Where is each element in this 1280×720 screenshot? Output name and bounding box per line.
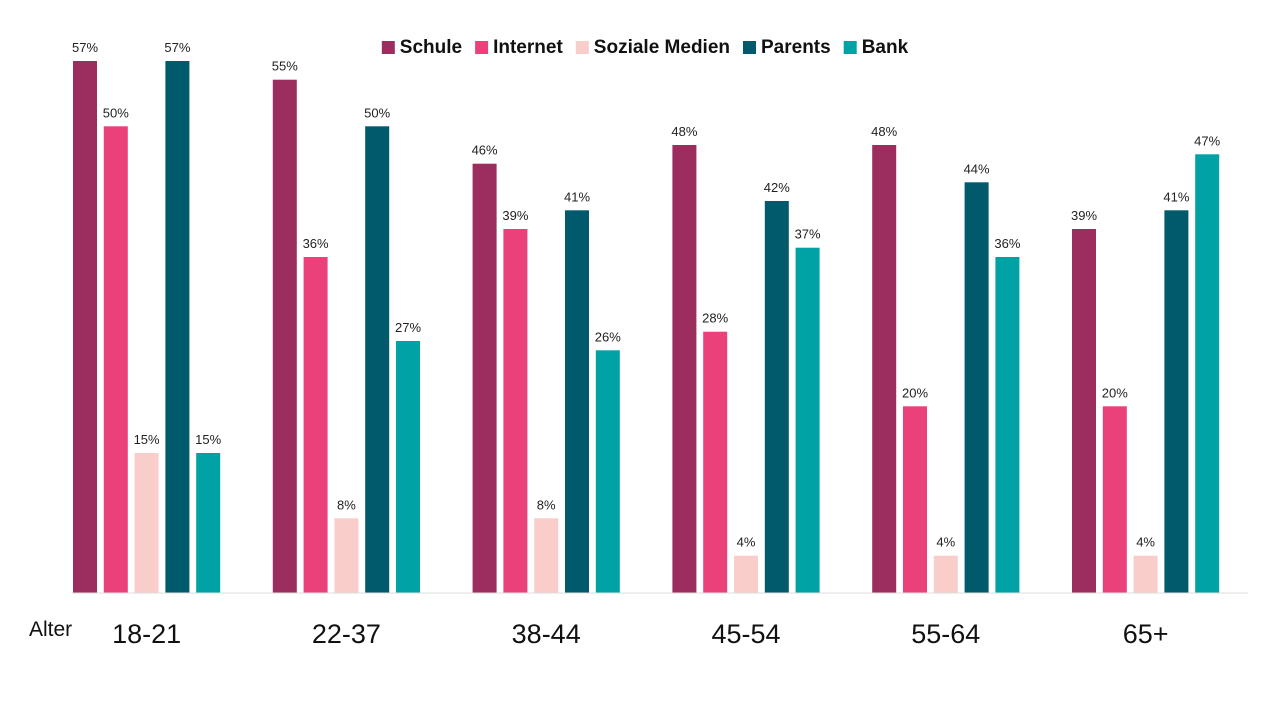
legend-swatch-internet: [475, 41, 489, 54]
bar-schule-55-64: [872, 145, 897, 593]
category-labels: 18-21 22-37 38-44 45-54 55-64 65+: [112, 619, 1168, 649]
data-label-internet-65+: 20%: [1102, 385, 1128, 400]
bar-bank-18-21: [196, 453, 221, 593]
legend-item-schule: Schule: [381, 37, 462, 58]
bar-internet-18-21: [103, 126, 128, 594]
legend-label-schule: Schule: [400, 37, 462, 58]
bar-internet-38-44: [503, 229, 528, 593]
data-label-parents-45-54: 42%: [764, 180, 790, 195]
data-label-bank-22-37: 27%: [395, 320, 421, 335]
category-label-18-21: 18-21: [112, 619, 181, 649]
data-label-parents-65+: 41%: [1163, 189, 1189, 204]
data-label-schule-65+: 39%: [1071, 208, 1097, 223]
bar-soziale-medien-55-64: [933, 555, 958, 593]
category-label-45-54: 45-54: [711, 619, 780, 649]
data-label-soziale-medien-55-64: 4%: [936, 535, 955, 550]
bar-schule-22-37: [272, 79, 297, 593]
bar-parents-38-44: [565, 210, 589, 594]
bar-internet-22-37: [303, 257, 328, 593]
legend-label-internet: Internet: [493, 37, 563, 58]
data-label-schule-22-37: 55%: [272, 59, 298, 74]
legend-swatch-soziale-medien: [575, 41, 589, 54]
bar-soziale-medien-18-21: [134, 453, 159, 593]
legend-item-soziale-medien: Soziale Medien: [575, 37, 730, 58]
bar-schule-45-54: [672, 145, 697, 593]
bar-internet-45-54: [703, 331, 728, 593]
bar-internet-55-64: [903, 406, 927, 593]
bars: [73, 61, 1220, 594]
legend-swatch-schule: [381, 41, 395, 54]
data-label-parents-55-64: 44%: [964, 161, 990, 176]
category-label-38-44: 38-44: [512, 619, 581, 649]
category-label-22-37: 22-37: [312, 619, 381, 649]
data-label-schule-18-21: 57%: [72, 40, 98, 55]
bar-schule-65+: [1072, 229, 1096, 593]
bar-soziale-medien-22-37: [334, 518, 359, 593]
category-label-65+: 65+: [1123, 619, 1169, 649]
bar-bank-22-37: [396, 341, 420, 593]
bar-schule-18-21: [73, 61, 97, 593]
bar-internet-65+: [1102, 406, 1127, 593]
data-label-soziale-medien-22-37: 8%: [337, 497, 356, 512]
value-labels: 57% 50% 15% 57% 15% 55% 36% 8% 50% 27% 46% 39% 8% 41%…: [72, 40, 1221, 550]
bar-soziale-medien-45-54: [734, 555, 758, 593]
legend-label-parents: Parents: [761, 37, 831, 58]
legend-item-internet: Internet: [475, 37, 563, 58]
legend-item-parents: Parents: [743, 37, 831, 58]
legend-label-bank: Bank: [862, 37, 909, 58]
legend: Schule Internet Soziale Medien Parents Bank: [381, 37, 909, 58]
data-label-soziale-medien-18-21: 15%: [134, 432, 160, 447]
legend-item-bank: Bank: [843, 37, 909, 58]
data-label-schule-55-64: 48%: [871, 124, 897, 139]
data-label-schule-45-54: 48%: [671, 124, 697, 139]
data-label-schule-38-44: 46%: [472, 143, 498, 158]
data-label-parents-38-44: 41%: [564, 189, 590, 204]
category-label-55-64: 55-64: [911, 619, 980, 649]
x-axis-label: Alter: [29, 618, 72, 641]
bar-bank-38-44: [595, 350, 620, 593]
data-label-parents-18-21: 57%: [164, 40, 190, 55]
legend-swatch-bank: [843, 41, 857, 54]
data-label-bank-55-64: 36%: [994, 236, 1020, 251]
bar-parents-18-21: [165, 61, 190, 593]
data-label-internet-18-21: 50%: [103, 105, 129, 120]
data-label-internet-45-54: 28%: [702, 311, 728, 326]
bar-soziale-medien-65+: [1133, 555, 1158, 593]
bar-bank-45-54: [795, 247, 820, 593]
bar-parents-65+: [1164, 210, 1189, 594]
data-label-internet-55-64: 20%: [902, 385, 928, 400]
data-label-bank-65+: 47%: [1194, 133, 1220, 148]
legend-swatch-parents: [743, 41, 756, 54]
data-label-soziale-medien-45-54: 4%: [737, 535, 756, 550]
data-label-bank-45-54: 37%: [795, 227, 821, 242]
bar-bank-65+: [1195, 154, 1220, 594]
data-label-soziale-medien-65+: 4%: [1136, 535, 1155, 550]
data-label-soziale-medien-38-44: 8%: [537, 497, 556, 512]
bar-parents-45-54: [764, 201, 789, 593]
bar-bank-55-64: [995, 257, 1020, 593]
bar-parents-55-64: [964, 182, 989, 594]
data-label-bank-18-21: 15%: [195, 432, 221, 447]
data-label-parents-22-37: 50%: [364, 105, 390, 120]
data-label-internet-22-37: 36%: [303, 236, 329, 251]
data-label-bank-38-44: 26%: [595, 329, 621, 344]
data-label-internet-38-44: 39%: [502, 208, 528, 223]
bar-schule-38-44: [472, 163, 497, 593]
bar-parents-22-37: [365, 126, 390, 594]
bar-soziale-medien-38-44: [534, 518, 559, 593]
legend-label-soziale-medien: Soziale Medien: [594, 37, 730, 58]
